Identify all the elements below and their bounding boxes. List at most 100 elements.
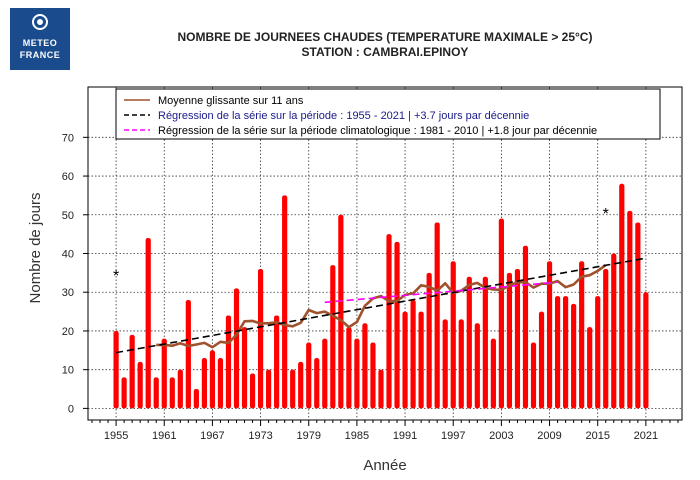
bar-1994 xyxy=(426,272,432,409)
bar-1956 xyxy=(121,377,127,409)
bar-1995 xyxy=(434,222,440,409)
bar-1989 xyxy=(386,234,392,409)
bar-1993 xyxy=(418,311,424,409)
bar-1975 xyxy=(274,315,280,409)
bar-1996 xyxy=(442,319,448,409)
x-tick-label: 1997 xyxy=(441,430,465,442)
x-tick-label: 2015 xyxy=(585,430,609,442)
bar-2003 xyxy=(498,218,504,409)
logo-emblem-icon xyxy=(32,14,48,30)
bar-2007 xyxy=(530,342,537,409)
bar-1962 xyxy=(169,377,175,409)
series-lines: ** xyxy=(113,206,647,354)
bar-2017 xyxy=(611,253,617,409)
bar-1973 xyxy=(257,268,264,409)
bar-1983 xyxy=(338,214,344,409)
bar-1980 xyxy=(314,358,320,409)
x-tick-label: 1979 xyxy=(297,430,321,442)
asterisk-annotation: * xyxy=(603,206,609,223)
bar-1985 xyxy=(354,338,360,409)
legend-label: Moyenne glissante sur 11 ans xyxy=(158,95,304,107)
bar-1960 xyxy=(153,377,159,409)
bar-1984 xyxy=(346,327,352,409)
bar-1969 xyxy=(225,315,232,409)
bar-1981 xyxy=(322,338,328,409)
y-tick-label: 60 xyxy=(62,171,74,183)
y-tick-label: 40 xyxy=(62,249,74,261)
asterisk-annotation: * xyxy=(113,268,119,285)
regression-line-climatological xyxy=(324,281,558,304)
x-tick-label: 2009 xyxy=(537,430,561,442)
bar-1986 xyxy=(362,323,368,409)
bar-2001 xyxy=(482,276,488,409)
x-tick-label: 1955 xyxy=(104,430,128,442)
bar-1992 xyxy=(410,299,416,409)
regression-line-full-period xyxy=(115,257,647,354)
bar-1991 xyxy=(402,311,408,409)
bars xyxy=(113,183,649,409)
x-tick-label: 1961 xyxy=(152,430,176,442)
axes: 0 10 20 30 40 50 60 70 1955 1961 1967 1973 1979 1985 1… xyxy=(62,86,683,442)
bar-2016 xyxy=(603,268,609,409)
y-tick-label: 70 xyxy=(62,132,74,144)
bar-2015 xyxy=(595,296,601,409)
bar-1997 xyxy=(450,261,456,409)
bar-1998 xyxy=(458,319,464,409)
bar-1974 xyxy=(266,369,272,409)
legend-label: Régression de la série sur la période : … xyxy=(158,110,529,122)
bar-1970 xyxy=(233,288,240,409)
bar-1966 xyxy=(201,358,207,409)
y-axis-title: Nombre de jours xyxy=(27,193,44,304)
bar-2009 xyxy=(546,261,553,409)
bar-2010 xyxy=(554,296,561,409)
x-tick-label: 1985 xyxy=(345,430,369,442)
meteo-france-logo: METEO FRANCE xyxy=(10,8,70,70)
legend: Moyenne glissante sur 11 ans Régression d… xyxy=(115,88,661,140)
bar-2014 xyxy=(587,327,593,409)
y-tick-label: 30 xyxy=(62,287,74,299)
bar-2002 xyxy=(490,338,496,409)
x-tick-label: 1991 xyxy=(393,430,417,442)
bar-2008 xyxy=(538,311,545,409)
bar-1972 xyxy=(249,373,256,409)
bar-2006 xyxy=(522,245,529,409)
bar-1982 xyxy=(330,265,336,409)
bar-1979 xyxy=(306,342,312,409)
y-tick-label: 50 xyxy=(62,210,74,222)
bar-1971 xyxy=(241,327,248,409)
bar-2005 xyxy=(514,268,521,409)
legend-box xyxy=(115,88,661,140)
y-tick-label: 0 xyxy=(68,403,74,415)
bar-2013 xyxy=(579,261,585,409)
y-tick-label: 10 xyxy=(62,365,74,377)
bar-2011 xyxy=(563,296,569,409)
bar-1977 xyxy=(290,369,296,409)
bar-1976 xyxy=(282,195,288,409)
logo-text-line1: METEO xyxy=(22,38,58,48)
chart-subtitle: STATION : CAMBRAI.EPINOY xyxy=(301,45,469,59)
bar-1964 xyxy=(185,299,191,409)
bar-1967 xyxy=(209,350,216,409)
bar-1988 xyxy=(378,369,384,409)
bar-1958 xyxy=(137,361,143,409)
x-tick-label: 2021 xyxy=(634,430,658,442)
bar-1957 xyxy=(129,334,135,409)
bar-1963 xyxy=(177,369,183,409)
bar-2004 xyxy=(506,272,513,409)
bar-1961 xyxy=(161,338,167,409)
bar-1987 xyxy=(370,342,376,409)
x-tick-label: 1973 xyxy=(248,430,272,442)
bar-1968 xyxy=(217,358,224,409)
legend-label: Régression de la série sur la période cl… xyxy=(158,125,597,137)
bar-1959 xyxy=(145,238,151,409)
bar-2019 xyxy=(627,210,633,409)
x-tick-label: 1967 xyxy=(200,430,224,442)
bar-1990 xyxy=(394,241,400,409)
logo-text-line2: FRANCE xyxy=(19,50,61,60)
chart-title: NOMBRE DE JOURNEES CHAUDES (TEMPERATURE … xyxy=(177,30,593,44)
moving-average-line xyxy=(156,264,607,349)
bar-1978 xyxy=(298,361,304,409)
bar-2018 xyxy=(619,183,625,409)
x-axis-title: Année xyxy=(363,457,406,474)
